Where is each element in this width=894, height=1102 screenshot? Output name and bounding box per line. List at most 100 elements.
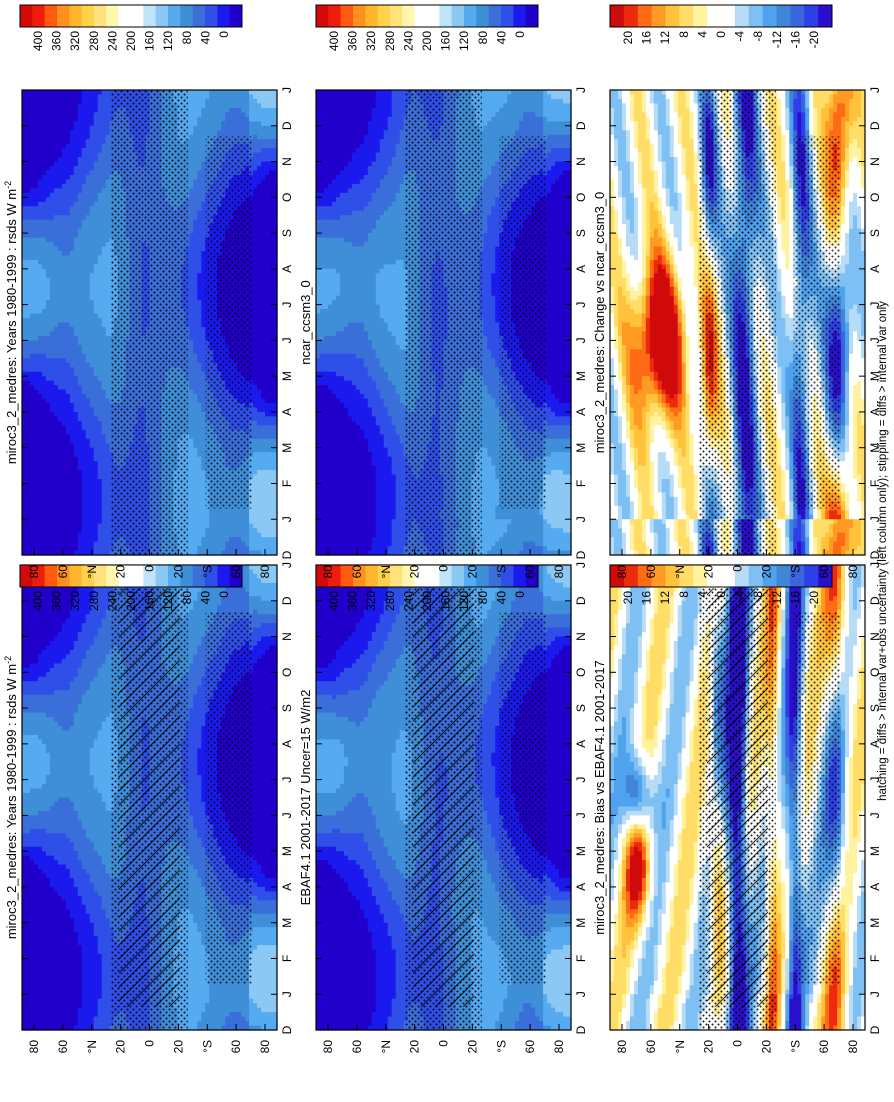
heatmap-cell <box>46 775 51 780</box>
heatmap-cell <box>50 708 55 713</box>
heatmap-cell <box>58 735 63 740</box>
heatmap-cell <box>46 806 51 811</box>
heatmap-cell <box>54 981 59 986</box>
heatmap-cell <box>46 950 51 955</box>
heatmap-cell <box>50 1017 55 1022</box>
heatmap-cell <box>46 927 51 932</box>
heatmap-cell <box>22 896 27 901</box>
heatmap-cell <box>42 891 47 896</box>
heatmap-cell <box>22 914 27 919</box>
heatmap-cell <box>34 762 39 767</box>
heatmap-cell <box>46 771 51 776</box>
heatmap-cell <box>42 739 47 744</box>
heatmap-cell <box>50 789 55 794</box>
heatmap-cell <box>42 632 47 637</box>
heatmap-cell <box>30 905 35 910</box>
heatmap-cell <box>42 909 47 914</box>
heatmap-cell <box>42 654 47 659</box>
heatmap-cell <box>26 717 31 722</box>
heatmap-cell <box>38 851 43 856</box>
heatmap-cell <box>42 650 47 655</box>
heatmap-cell <box>50 739 55 744</box>
heatmap-cell <box>42 994 47 999</box>
heatmap-cell <box>50 918 55 923</box>
heatmap-cell <box>54 860 59 865</box>
heatmap-cell <box>46 654 51 659</box>
heatmap-cell <box>38 677 43 682</box>
heatmap-cell <box>38 798 43 803</box>
heatmap-cell <box>54 806 59 811</box>
heatmap-cell <box>42 713 47 718</box>
heatmap-cell <box>58 780 63 785</box>
heatmap-cell <box>26 932 31 937</box>
heatmap-cell <box>42 766 47 771</box>
heatmap-cell <box>22 900 27 905</box>
heatmap-cell <box>58 739 63 744</box>
heatmap-cell <box>22 869 27 874</box>
heatmap-cell <box>34 748 39 753</box>
heatmap-cell <box>34 704 39 709</box>
heatmap-cell <box>22 645 27 650</box>
heatmap-cell <box>22 695 27 700</box>
heatmap-cell <box>54 941 59 946</box>
heatmap-cell <box>38 650 43 655</box>
heatmap-cell <box>30 730 35 735</box>
heatmap-cell <box>34 672 39 677</box>
heatmap-cell <box>46 619 51 624</box>
heatmap-cell <box>38 869 43 874</box>
heatmap-cell <box>46 708 51 713</box>
heatmap-cell <box>26 829 31 834</box>
heatmap-cell <box>34 775 39 780</box>
heatmap-cell <box>42 789 47 794</box>
heatmap-cell <box>50 815 55 820</box>
heatmap-cell <box>58 775 63 780</box>
heatmap-cell <box>50 932 55 937</box>
heatmap-cell <box>46 941 51 946</box>
heatmap-cell <box>30 681 35 686</box>
heatmap-cell <box>26 1008 31 1013</box>
heatmap-cell <box>30 753 35 758</box>
heatmap-cell <box>42 905 47 910</box>
heatmap-cell <box>50 941 55 946</box>
heatmap-cell <box>50 614 55 619</box>
heatmap-cell <box>30 878 35 883</box>
heatmap-cell <box>50 766 55 771</box>
heatmap-cell <box>22 829 27 834</box>
heatmap-cell <box>22 909 27 914</box>
heatmap-cell <box>30 838 35 843</box>
heatmap-cell <box>42 981 47 986</box>
heatmap-cell <box>38 815 43 820</box>
heatmap-cell <box>22 815 27 820</box>
heatmap-cell <box>38 954 43 959</box>
heatmap-cell <box>50 914 55 919</box>
heatmap-cell <box>58 645 63 650</box>
heatmap-cell <box>30 650 35 655</box>
heatmap-cell <box>34 619 39 624</box>
heatmap-cell <box>22 641 27 646</box>
heatmap-cell <box>26 802 31 807</box>
heatmap-cell <box>30 824 35 829</box>
heatmap-cell <box>42 637 47 642</box>
heatmap-cell <box>54 672 59 677</box>
heatmap-cell <box>38 896 43 901</box>
heatmap-cell <box>46 713 51 718</box>
heatmap-cell <box>22 945 27 950</box>
heatmap-cell <box>22 833 27 838</box>
heatmap-cell <box>50 972 55 977</box>
heatmap-cell <box>34 856 39 861</box>
heatmap-cell <box>38 735 43 740</box>
heatmap-cell <box>46 628 51 633</box>
heatmap-cell <box>50 730 55 735</box>
heatmap-cell <box>34 999 39 1004</box>
heatmap-cell <box>38 887 43 892</box>
heatmap-cell <box>26 833 31 838</box>
heatmap-cell <box>42 775 47 780</box>
heatmap-cell <box>58 748 63 753</box>
heatmap-cell <box>22 730 27 735</box>
heatmap-cell <box>38 914 43 919</box>
heatmap-cell <box>22 802 27 807</box>
heatmap-cell <box>50 775 55 780</box>
heatmap-cell <box>34 739 39 744</box>
heatmap-cell <box>54 748 59 753</box>
heatmap-cell <box>42 972 47 977</box>
